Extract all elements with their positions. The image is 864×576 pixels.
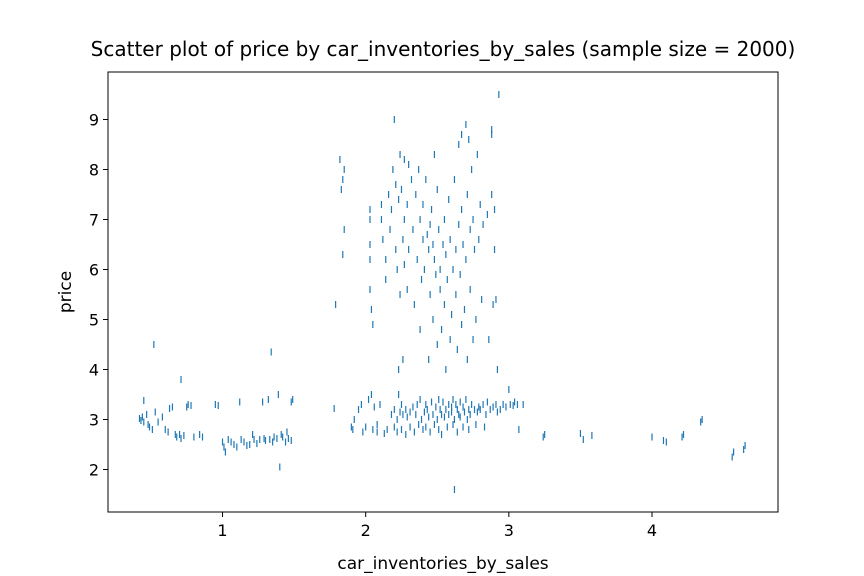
data-points bbox=[138, 91, 746, 493]
y-tick-label: 8 bbox=[89, 161, 99, 180]
plot-area-frame bbox=[107, 71, 779, 513]
y-axis-label: price bbox=[56, 271, 76, 313]
y-tick-label: 5 bbox=[89, 311, 99, 330]
y-tick-label: 2 bbox=[89, 461, 99, 480]
y-tick-label: 3 bbox=[89, 411, 99, 430]
y-tick-label: 6 bbox=[89, 261, 99, 280]
x-axis-ticks: 1 2 3 4 bbox=[217, 512, 657, 540]
x-tick-label: 2 bbox=[361, 521, 371, 540]
x-tick-label: 4 bbox=[647, 521, 657, 540]
y-axis-ticks: 2 3 4 5 6 7 8 9 bbox=[89, 111, 108, 480]
y-tick-label: 7 bbox=[89, 211, 99, 230]
x-axis-label: car_inventories_by_sales bbox=[337, 554, 548, 574]
y-tick-label: 4 bbox=[89, 361, 99, 380]
chart-title: Scatter plot of price by car_inventories… bbox=[91, 37, 796, 61]
x-tick-label: 1 bbox=[217, 521, 227, 540]
y-tick-label: 9 bbox=[89, 111, 99, 130]
x-tick-label: 3 bbox=[504, 521, 514, 540]
